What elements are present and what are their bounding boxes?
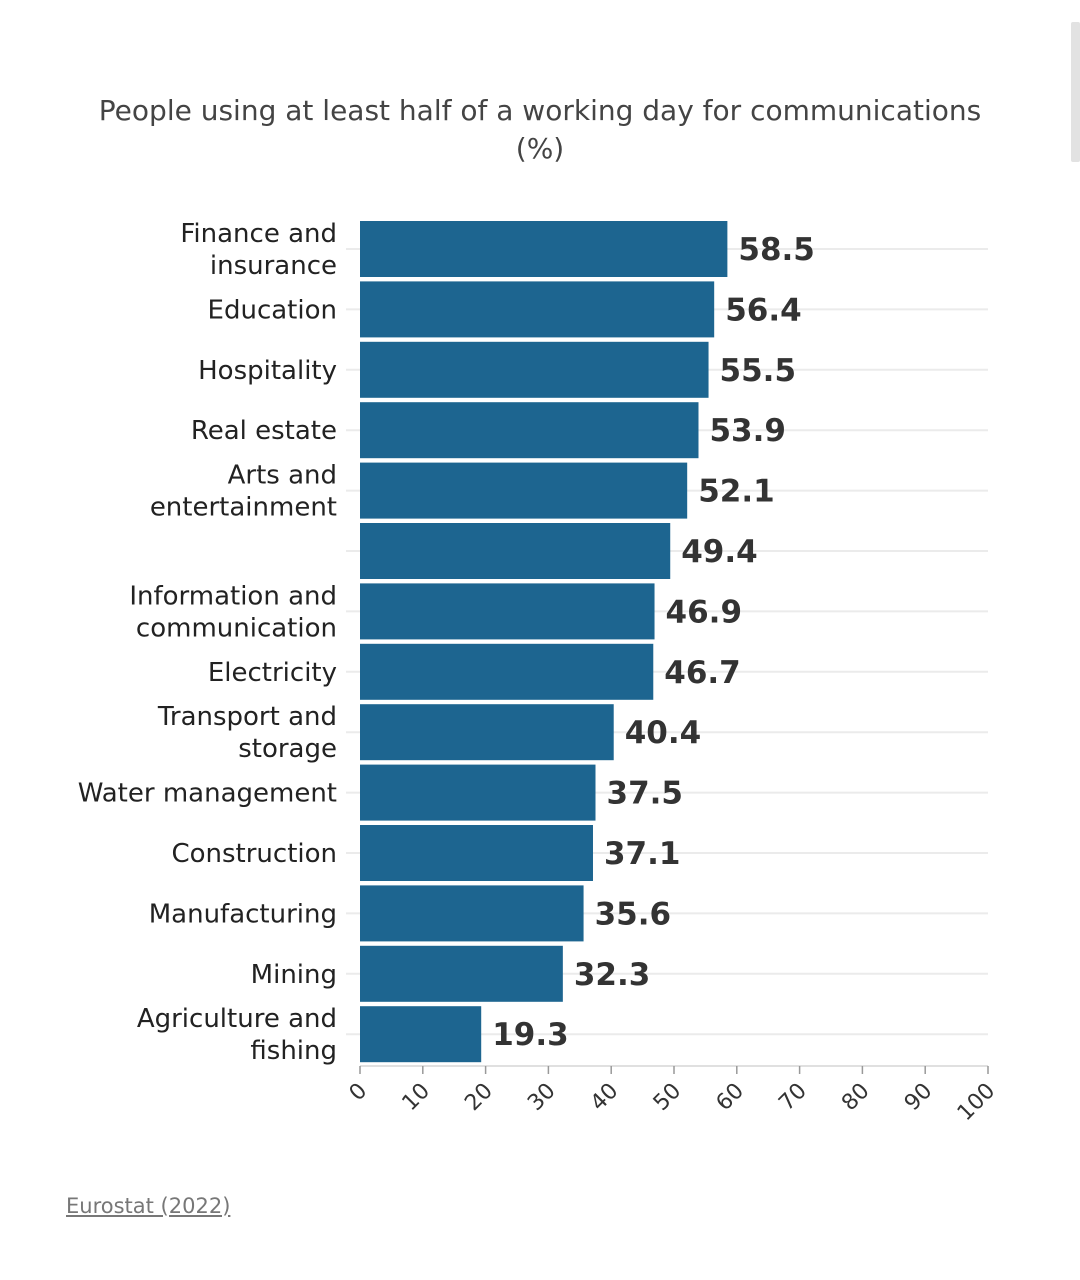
x-tick-label: 0 bbox=[345, 1079, 373, 1107]
bar bbox=[360, 945, 563, 1002]
x-tick-label: 20 bbox=[460, 1079, 497, 1116]
category-label: Education bbox=[208, 295, 337, 325]
scrollbar[interactable] bbox=[1071, 22, 1080, 162]
category-label: Agriculture and fishing bbox=[137, 1004, 337, 1066]
value-label: 37.1 bbox=[604, 836, 681, 872]
category-label: Hospitality bbox=[198, 356, 337, 386]
value-label: 32.3 bbox=[574, 957, 651, 993]
x-tick-label: 40 bbox=[586, 1079, 623, 1116]
category-label: Electricity bbox=[208, 658, 337, 688]
value-label: 56.4 bbox=[725, 292, 802, 328]
category-label: Real estate bbox=[191, 416, 337, 446]
x-tick-label: 70 bbox=[774, 1079, 811, 1116]
bar bbox=[360, 523, 671, 579]
category-label: Construction bbox=[171, 839, 337, 869]
chart-title: People using at least half of a working … bbox=[40, 92, 1040, 168]
category-label: Arts and entertainment bbox=[150, 461, 337, 523]
bar bbox=[360, 704, 614, 761]
category-label: Water management bbox=[78, 779, 337, 809]
value-label: 58.5 bbox=[738, 232, 815, 268]
bar bbox=[360, 462, 688, 519]
bar bbox=[360, 402, 699, 459]
bar bbox=[360, 281, 715, 338]
bar bbox=[360, 1006, 482, 1063]
category-label: Information and communication bbox=[129, 581, 337, 643]
category-label: Mining bbox=[251, 960, 337, 990]
value-label: 19.3 bbox=[492, 1017, 568, 1053]
bar bbox=[360, 341, 709, 398]
x-tick-label: 80 bbox=[837, 1079, 874, 1116]
bar bbox=[360, 764, 596, 821]
category-label: Finance and insurance bbox=[180, 219, 337, 281]
source-link[interactable]: Eurostat (2022) bbox=[66, 1194, 231, 1218]
value-label: 55.5 bbox=[720, 353, 797, 389]
bar bbox=[360, 583, 655, 640]
x-tick-label: 50 bbox=[649, 1079, 686, 1116]
x-tick-label: 10 bbox=[398, 1079, 435, 1116]
bar bbox=[360, 221, 728, 277]
value-label: 53.9 bbox=[709, 413, 786, 449]
value-label: 49.4 bbox=[681, 534, 758, 570]
bar bbox=[360, 825, 593, 881]
bar bbox=[360, 885, 584, 942]
x-tick-label: 30 bbox=[523, 1079, 560, 1116]
value-label: 37.5 bbox=[607, 776, 684, 812]
chart-title-main: People using at least half of a working … bbox=[98, 94, 982, 127]
value-label: 46.7 bbox=[664, 655, 741, 691]
category-label: Transport and storage bbox=[157, 702, 337, 764]
value-label: 46.9 bbox=[666, 594, 743, 630]
chart-title-unit: (%) bbox=[515, 132, 565, 165]
value-label: 35.6 bbox=[595, 896, 672, 932]
category-label: Manufacturing bbox=[149, 899, 337, 929]
bar bbox=[360, 643, 654, 700]
value-label: 40.4 bbox=[625, 715, 702, 751]
x-tick-label: 100 bbox=[953, 1079, 1000, 1126]
x-tick-label: 90 bbox=[900, 1079, 937, 1116]
value-label: 52.1 bbox=[698, 474, 775, 510]
x-tick-label: 60 bbox=[712, 1079, 749, 1116]
